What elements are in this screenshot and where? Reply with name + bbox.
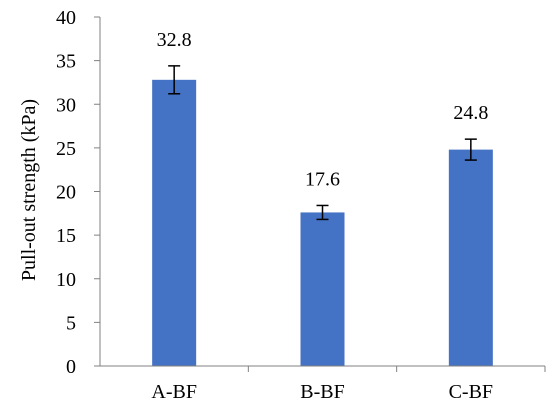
y-tick-label: 35 [56, 51, 76, 73]
y-tick-label: 0 [66, 356, 76, 378]
y-tick-label: 30 [56, 94, 76, 116]
x-axis-ticks: A-BF B-BF C-BF [151, 366, 546, 403]
y-tick-label: 10 [56, 269, 76, 291]
value-label: 17.6 [305, 168, 340, 190]
bar [448, 149, 493, 366]
y-tick-label: 40 [56, 7, 76, 29]
y-tick-label: 25 [56, 138, 76, 160]
y-axis-label: Pull-out strength (kPa) [18, 99, 40, 281]
error-bars [168, 65, 477, 221]
y-tick-label: 20 [56, 182, 76, 204]
y-tick-label: 15 [56, 225, 76, 247]
x-tick-label: C-BF [449, 381, 493, 403]
y-axis-ticks: 0 5 10 15 20 25 30 35 40 [56, 7, 100, 378]
bars [152, 79, 493, 366]
value-label: 24.8 [453, 102, 488, 124]
value-labels: 32.8 17.6 24.8 [157, 29, 489, 191]
bar [300, 212, 345, 366]
x-tick-label: B-BF [300, 381, 344, 403]
x-tick-label: A-BF [151, 381, 197, 403]
value-label: 32.8 [157, 29, 192, 51]
y-tick-label: 5 [66, 312, 76, 334]
bar [152, 79, 197, 366]
